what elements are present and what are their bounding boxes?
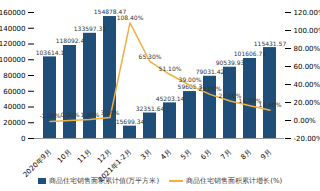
svg-text:45203.14: 45203.14 [156,95,185,102]
svg-text:103614.1: 103614.1 [36,49,65,56]
svg-text:11月: 11月 [76,148,93,165]
svg-text:11.40%: 11.40% [259,101,282,108]
svg-text:39.00%: 39.00% [179,76,202,83]
svg-text:9月: 9月 [259,148,273,162]
svg-text:79031.42: 79031.42 [196,68,225,75]
svg-text:2020年9月: 2020年9月 [22,148,53,179]
svg-text:101606.71: 101606.71 [234,50,267,57]
svg-text:16.30%: 16.30% [238,96,262,104]
svg-text:154878.47: 154878.47 [93,8,127,16]
svg-text:40.00%: 40.00% [294,81,320,89]
svg-text:108.40%: 108.40% [117,14,144,21]
svg-text:100.00%: 100.00% [294,27,320,35]
svg-text:0.00%: 0.00% [294,117,317,125]
svg-text:65.30%: 65.30% [139,53,162,60]
svg-text:40000: 40000 [3,103,25,111]
svg-text:140000: 140000 [0,24,26,32]
svg-text:90539.93: 90539.93 [216,59,245,66]
svg-text:59605.3: 59605.3 [177,83,203,91]
svg-text:2021年1-2月: 2021年1-2月 [96,147,133,184]
svg-text:0: 0 [21,135,25,143]
svg-text:80000: 80000 [3,72,25,80]
svg-text:20000: 20000 [3,119,25,127]
svg-text:51.10%: 51.10% [159,65,182,72]
svg-text:60.00%: 60.00% [294,63,320,71]
svg-text:32351.64: 32351.64 [136,105,165,112]
svg-text:133597.31: 133597.31 [74,25,107,32]
svg-text:12月: 12月 [96,148,113,165]
svg-text:100000: 100000 [0,56,26,64]
svg-text:21.60%: 21.60% [218,92,242,99]
svg-text:120.00%: 120.00% [294,9,320,17]
svg-text:60000: 60000 [3,87,25,95]
svg-text:3.20%: 3.20% [100,109,119,116]
svg-text:80.00%: 80.00% [294,45,320,53]
svg-text:6月: 6月 [199,148,213,162]
svg-text:10月: 10月 [56,148,73,165]
svg-text:7月: 7月 [219,148,233,162]
svg-text:-20.00%: -20.00% [294,135,320,143]
svg-text:120000: 120000 [0,40,26,48]
svg-text:0.00%: 0.00% [60,111,79,118]
svg-text:118092.4: 118092.4 [56,37,85,44]
html-text:商品住宅销售面积累计增长(%): 商品住宅销售面积累计增长(%) [186,177,283,185]
svg-text:-1.00%: -1.00% [39,112,61,119]
svg-text:4月: 4月 [159,148,173,162]
html-text:商品住宅销售面积累计值(万平方米): 商品住宅销售面积累计值(万平方米) [48,177,160,185]
svg-text:3月: 3月 [139,148,153,162]
svg-text:1.00%: 1.00% [80,111,99,118]
svg-text:29.00%: 29.00% [198,85,222,93]
svg-text:115431.57: 115431.57 [254,40,287,47]
svg-text:5月: 5月 [179,148,193,162]
svg-text:160000: 160000 [0,9,26,17]
svg-text:8月: 8月 [239,148,253,162]
svg-text:20.00%: 20.00% [294,99,320,107]
svg-text:15699.34: 15699.34 [116,118,145,125]
